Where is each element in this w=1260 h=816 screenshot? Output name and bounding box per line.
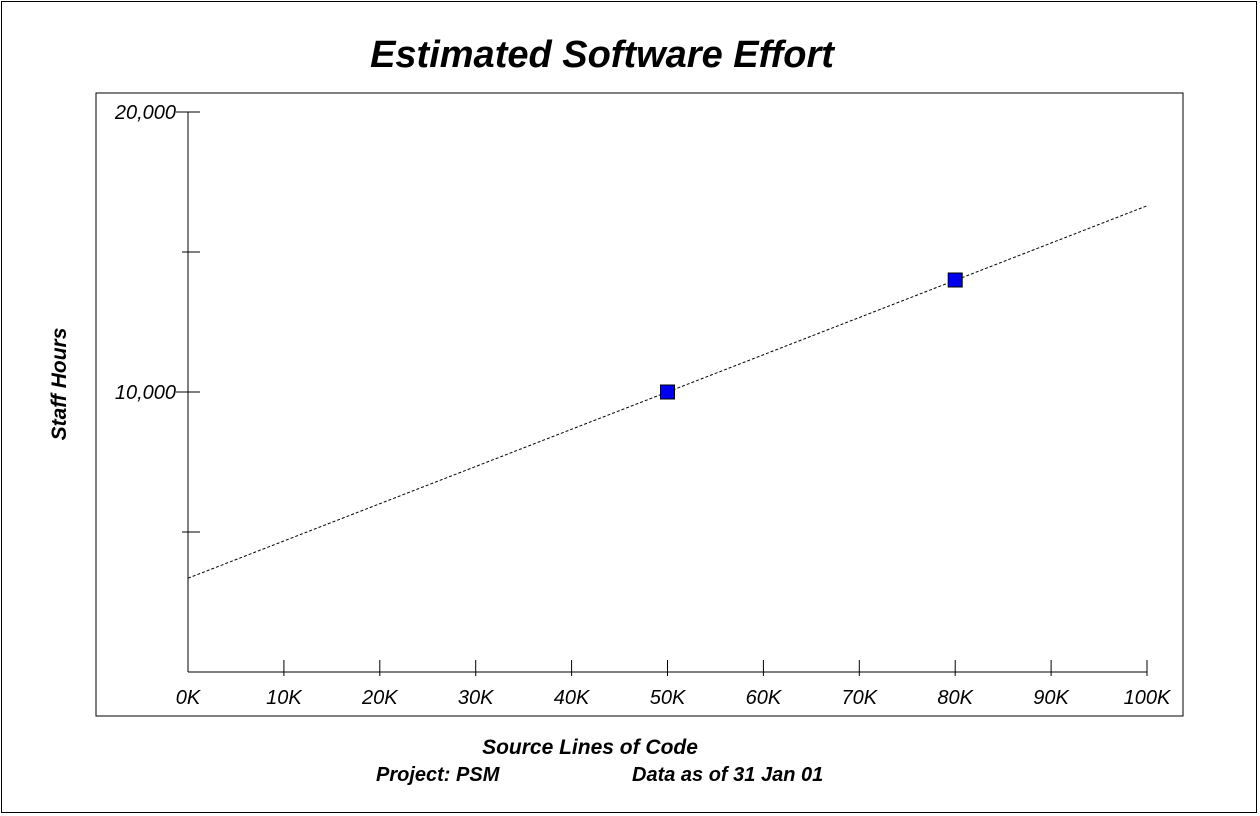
x-axis-label: Source Lines of Code bbox=[482, 736, 698, 759]
footer-project: Project: PSM bbox=[376, 764, 501, 786]
x-tick-label: 70K bbox=[842, 687, 879, 709]
x-tick-label: 20K bbox=[361, 687, 399, 709]
chart-title: Estimated Software Effort bbox=[370, 34, 835, 76]
data-point bbox=[660, 384, 675, 400]
trend-line bbox=[187, 205, 1148, 579]
y-tick-label: 20,000 bbox=[114, 102, 176, 124]
x-tick-label: 30K bbox=[458, 687, 495, 709]
data-points-layer bbox=[660, 272, 963, 400]
x-tick-label: 10K bbox=[266, 687, 303, 709]
x-tick-label: 50K bbox=[650, 687, 687, 709]
y-tick-label: 10,000 bbox=[115, 382, 176, 404]
x-tick-label: 0K bbox=[176, 687, 202, 709]
x-tick-label: 40K bbox=[554, 687, 591, 709]
plot-area-border bbox=[95, 92, 1184, 717]
x-tick-label: 80K bbox=[937, 687, 974, 709]
x-tick-label: 90K bbox=[1033, 687, 1070, 709]
data-point bbox=[947, 272, 963, 288]
x-axis-ticks: 0K 10K 20K 30K 40K 50K 60K 70K 80K 90K 100K bbox=[176, 660, 1172, 709]
x-tick-label: 60K bbox=[746, 687, 783, 709]
footer-data-date: Data as of 31 Jan 01 bbox=[632, 764, 823, 786]
x-tick-label: 100K bbox=[1124, 687, 1172, 709]
y-axis-ticks: 10,000 20,000 bbox=[114, 102, 200, 533]
trend-line-layer bbox=[187, 205, 1148, 579]
y-axis-label: Staff Hours bbox=[48, 328, 71, 441]
